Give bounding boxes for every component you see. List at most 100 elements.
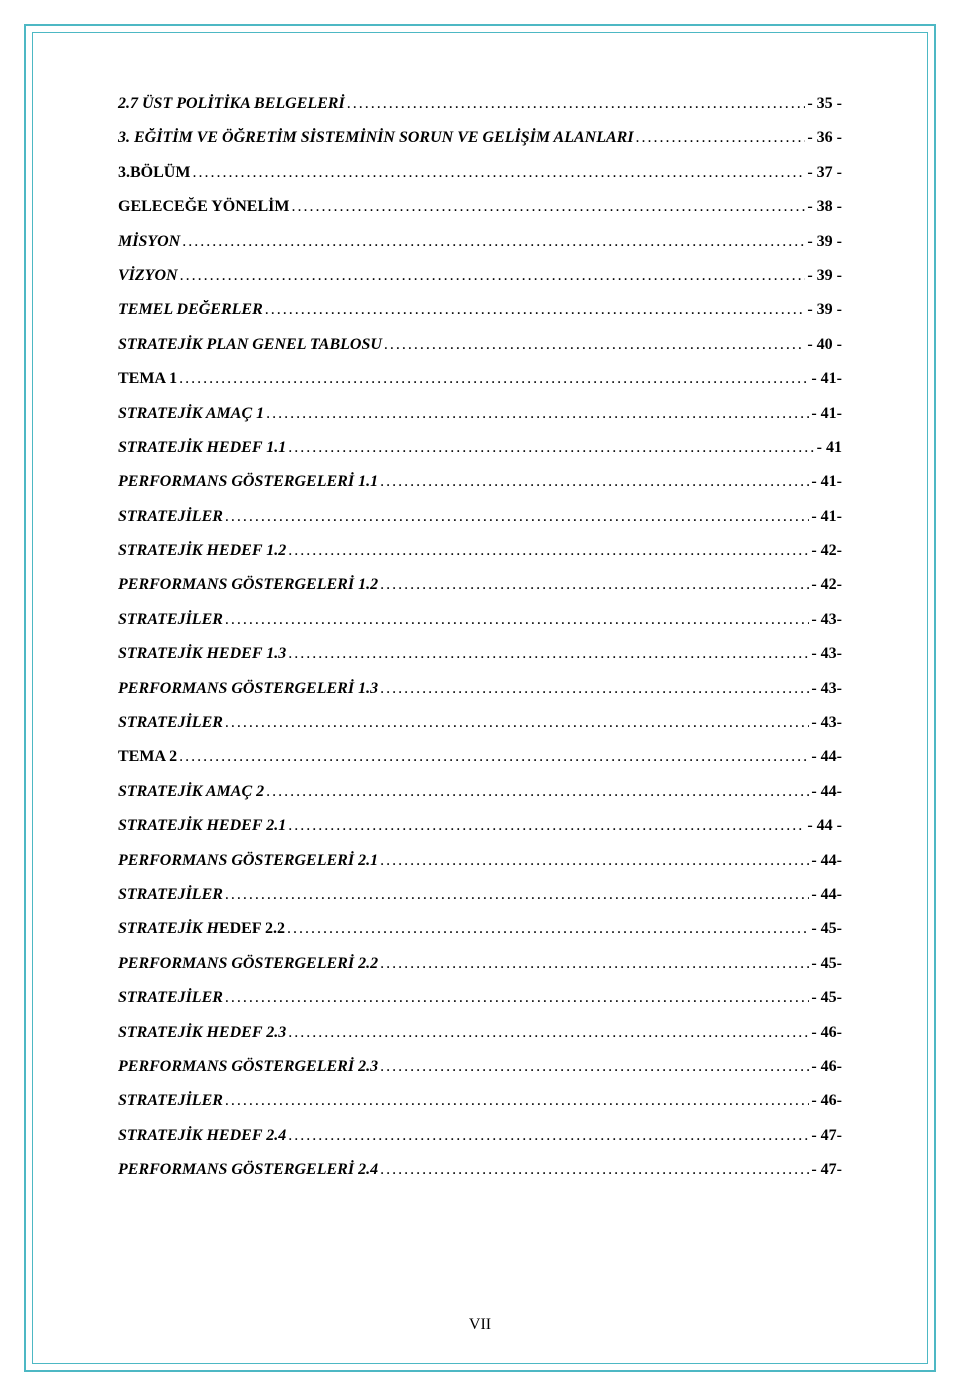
toc-label: STRATEJİK HEDEF 2.1 [118, 817, 286, 835]
toc-entry: PERFORMANS GÖSTERGELERİ 1.1.............… [118, 473, 842, 491]
toc-page-number: - 44- [811, 852, 842, 870]
toc-leader-dots: ........................................… [225, 886, 809, 904]
toc-entry: PERFORMANS GÖSTERGELERİ 1.3.............… [118, 680, 842, 698]
toc-page-number: - 40 - [807, 336, 842, 354]
toc-label: PERFORMANS GÖSTERGELERİ 2.3 [118, 1058, 378, 1076]
toc-entry: TEMEL DEĞERLER..........................… [118, 301, 842, 319]
toc-label: STRATEJİK PLAN GENEL TABLOSU [118, 336, 382, 354]
toc-leader-dots: ........................................… [380, 473, 809, 491]
toc-page-number: - 46- [811, 1024, 842, 1042]
toc-page-number: - 47- [811, 1127, 842, 1145]
toc-page-number: - 42- [811, 576, 842, 594]
toc-page-number: - 39 - [807, 301, 842, 319]
toc-leader-dots: ........................................… [179, 370, 809, 388]
toc-entry: STRATEJİK HEDEF 1.1.....................… [118, 439, 842, 457]
toc-label: PERFORMANS GÖSTERGELERİ 2.1 [118, 852, 378, 870]
toc-entry: TEMA 2..................................… [118, 748, 842, 766]
toc-label: STRATEJİK HEDEF 1.1 [118, 439, 286, 457]
toc-page-number: - 39 - [807, 233, 842, 251]
toc-entry: PERFORMANS GÖSTERGELERİ 2.2.............… [118, 955, 842, 973]
toc-leader-dots: ........................................… [180, 267, 806, 285]
toc-entry: STRATEJİLER.............................… [118, 611, 842, 629]
toc-leader-dots: ........................................… [380, 1058, 809, 1076]
toc-entry: STRATEJİK HEDEF 2.4.....................… [118, 1127, 842, 1145]
toc-leader-dots: ........................................… [266, 405, 809, 423]
toc-leader-dots: ........................................… [179, 748, 809, 766]
toc-label: STRATEJİK HEDEF 1.3 [118, 645, 286, 663]
toc-page-number: - 46- [811, 1058, 842, 1076]
toc-page-number: - 41- [811, 370, 842, 388]
toc-label: STRATEJİLER [118, 989, 223, 1007]
toc-list: 2.7 ÜST POLİTİKA BELGELERİ..............… [118, 95, 842, 1179]
toc-page-number: - 41- [811, 473, 842, 491]
toc-leader-dots: ........................................… [182, 233, 805, 251]
toc-label: PERFORMANS GÖSTERGELERİ 1.1 [118, 473, 378, 491]
toc-entry: STRATEJİK HEDEF 1.2.....................… [118, 542, 842, 560]
toc-entry: PERFORMANS GÖSTERGELERİ 2.1.............… [118, 852, 842, 870]
toc-entry: STRATEJİLER.............................… [118, 714, 842, 732]
toc-leader-dots: ........................................… [288, 542, 809, 560]
toc-page-number: - 41- [811, 508, 842, 526]
toc-leader-dots: ........................................… [266, 783, 809, 801]
toc-entry: STRATEJİLER.............................… [118, 508, 842, 526]
toc-page-number: - 44- [811, 886, 842, 904]
toc-page-number: - 45- [811, 955, 842, 973]
toc-leader-dots: ........................................… [225, 714, 809, 732]
toc-label: TEMA 1 [118, 370, 177, 388]
toc-leader-dots: ........................................… [380, 576, 809, 594]
toc-page-number: - 44- [811, 783, 842, 801]
toc-page-number: - 39 - [807, 267, 842, 285]
toc-leader-dots: ........................................… [265, 301, 806, 319]
toc-label: STRATEJİLER [118, 886, 223, 904]
toc-leader-dots: ........................................… [380, 1161, 809, 1179]
toc-label: TEMEL DEĞERLER [118, 301, 263, 319]
toc-leader-dots: ........................................… [287, 920, 809, 938]
toc-entry: VİZYON..................................… [118, 267, 842, 285]
toc-label: PERFORMANS GÖSTERGELERİ 1.2 [118, 576, 378, 594]
toc-page-number: - 43- [811, 611, 842, 629]
page-number: VII [0, 1316, 960, 1334]
toc-entry: PERFORMANS GÖSTERGELERİ 2.3.............… [118, 1058, 842, 1076]
toc-leader-dots: ........................................… [380, 955, 809, 973]
toc-label: STRATEJİK AMAÇ 2 [118, 783, 264, 801]
toc-entry: GELECEĞE YÖNELİM........................… [118, 198, 842, 216]
toc-page-number: - 41 [817, 439, 842, 457]
toc-label: STRATEJİK HEDEF 1.2 [118, 542, 286, 560]
toc-label: STRATEJİLER [118, 714, 223, 732]
toc-entry: TEMA 1..................................… [118, 370, 842, 388]
toc-page-number: - 46- [811, 1092, 842, 1110]
toc-entry: 3.BÖLÜM.................................… [118, 164, 842, 182]
toc-label: STRATEJİLER [118, 1092, 223, 1110]
toc-page-number: - 36 - [807, 129, 842, 147]
toc-page-number: - 38 - [807, 198, 842, 216]
toc-content: 2.7 ÜST POLİTİKA BELGELERİ..............… [118, 95, 842, 1316]
toc-entry: STRATEJİK HEDEF 2.1.....................… [118, 817, 842, 835]
toc-label: 2.7 ÜST POLİTİKA BELGELERİ [118, 95, 345, 113]
toc-entry: PERFORMANS GÖSTERGELERİ 2.4.............… [118, 1161, 842, 1179]
toc-leader-dots: ........................................… [347, 95, 806, 113]
toc-label: PERFORMANS GÖSTERGELERİ 2.4 [118, 1161, 378, 1179]
toc-label: STRATEJİK HEDEF 2.3 [118, 1024, 286, 1042]
toc-leader-dots: ........................................… [288, 1127, 809, 1145]
toc-page-number: - 35 - [807, 95, 842, 113]
toc-label: STRATEJİK AMAÇ 1 [118, 405, 264, 423]
toc-label: STRATEJİK HEDEF 2.4 [118, 1127, 286, 1145]
toc-label: VİZYON [118, 267, 178, 285]
toc-leader-dots: ........................................… [192, 164, 805, 182]
toc-label: PERFORMANS GÖSTERGELERİ 2.2 [118, 955, 378, 973]
toc-entry: MİSYON..................................… [118, 233, 842, 251]
toc-entry: PERFORMANS GÖSTERGELERİ 1.2.............… [118, 576, 842, 594]
toc-page-number: - 44 - [807, 817, 842, 835]
toc-entry: 2.7 ÜST POLİTİKA BELGELERİ..............… [118, 95, 842, 113]
toc-leader-dots: ........................................… [225, 611, 809, 629]
toc-page-number: - 37 - [807, 164, 842, 182]
toc-leader-dots: ........................................… [291, 198, 805, 216]
toc-page-number: - 45- [811, 989, 842, 1007]
toc-label: STRATEJİLER [118, 611, 223, 629]
toc-label: TEMA 2 [118, 748, 177, 766]
toc-label: STRATEJİLER [118, 508, 223, 526]
toc-page-number: - 45- [811, 920, 842, 938]
toc-entry: STRATEJİK HEDEF 2.3.....................… [118, 1024, 842, 1042]
toc-leader-dots: ........................................… [288, 645, 809, 663]
toc-page-number: - 42- [811, 542, 842, 560]
